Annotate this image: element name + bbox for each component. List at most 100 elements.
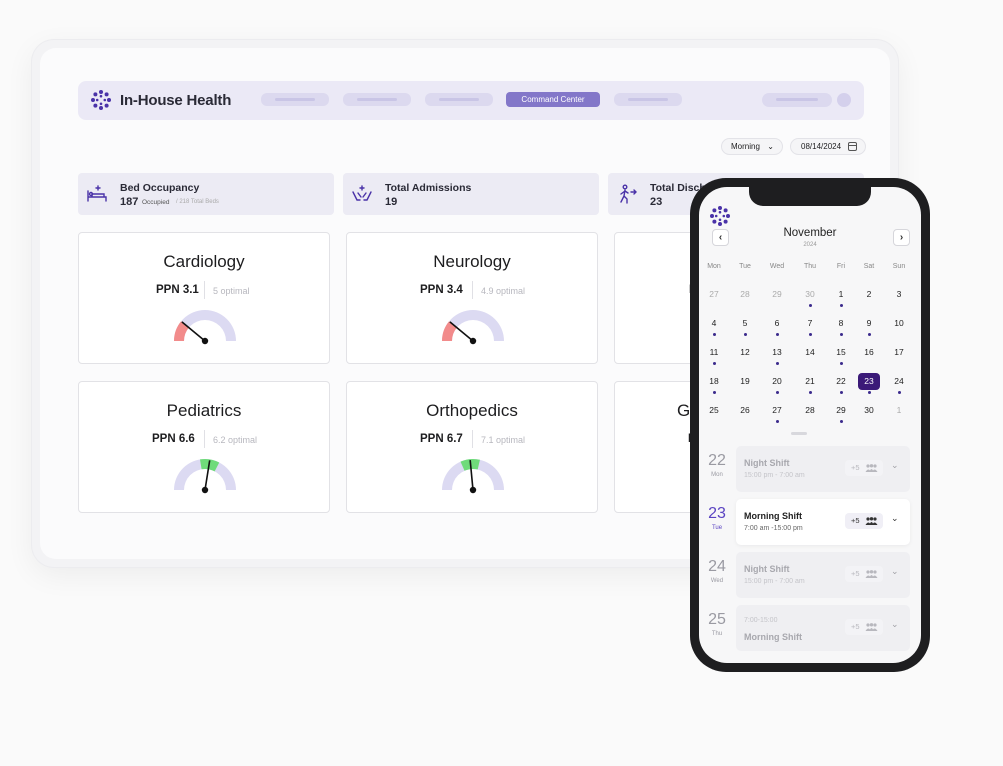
shift-title: Morning Shift [744, 632, 802, 642]
calendar-day[interactable]: 27 [709, 289, 719, 299]
ppn-value: PPN 3.4 [420, 284, 463, 296]
nav-item-2[interactable] [343, 93, 411, 106]
calendar-day[interactable]: 26 [740, 405, 750, 415]
calendar-day[interactable]: 14 [805, 347, 815, 357]
nav-item-1[interactable] [261, 93, 329, 106]
calendar-day[interactable]: 29 [836, 405, 846, 415]
avatar[interactable] [837, 93, 851, 107]
calendar-year: 2024 [803, 242, 817, 248]
calendar-day[interactable]: 13 [772, 347, 782, 357]
user-menu[interactable] [762, 93, 832, 107]
shift-title: Morning Shift [744, 511, 802, 521]
calendar-day[interactable]: 9 [866, 318, 872, 328]
calendar-day[interactable]: 16 [864, 347, 874, 357]
weekday-label: Wed [769, 263, 785, 270]
staff-count-badge[interactable]: +5 [845, 619, 883, 635]
chevron-down-icon[interactable]: ⌄ [891, 566, 899, 576]
calendar-day[interactable]: 19 [740, 376, 750, 386]
calendar-day[interactable]: 4 [711, 318, 717, 328]
calendar-day[interactable]: 11 [709, 347, 719, 357]
department-card-neurology[interactable]: Neurology PPN 3.4 4.9 optimal [346, 232, 598, 364]
calendar-icon [848, 142, 857, 151]
calendar-day[interactable]: 3 [896, 289, 902, 299]
calendar-day[interactable]: 10 [894, 318, 904, 328]
event-dot [712, 333, 716, 336]
staff-count-badge[interactable]: +5 [845, 566, 883, 582]
calendar-day[interactable]: 5 [742, 318, 748, 328]
calendar-day[interactable]: 22 [836, 376, 846, 386]
shift-row[interactable]: 24 Wed Night Shift 15:00 pm - 7:00 am +5 ⌄ [699, 552, 921, 598]
department-card-pediatrics[interactable]: Pediatrics PPN 6.6 6.2 optimal [78, 381, 330, 513]
shift-row[interactable]: 25 Thu Morning Shift 7:00-15:00 +5 ⌄ [699, 605, 921, 651]
calendar-day[interactable]: 28 [805, 405, 815, 415]
calendar-day[interactable]: 6 [774, 318, 780, 328]
optimal-value: 7.1 optimal [481, 435, 526, 445]
calendar-day[interactable]: 28 [740, 289, 750, 299]
calendar-day[interactable]: 8 [838, 318, 844, 328]
prev-month-button[interactable]: ‹ [712, 229, 729, 246]
shift-card[interactable]: Night Shift 15:00 pm - 7:00 am +5 ⌄ [736, 446, 910, 492]
divider [204, 281, 205, 299]
chevron-down-icon[interactable]: ⌄ [891, 460, 899, 470]
ppn-gauge [174, 310, 236, 345]
calendar-day[interactable]: 1 [838, 289, 844, 299]
calendar-day[interactable]: 2 [866, 289, 872, 299]
drag-handle[interactable] [791, 432, 807, 435]
shift-card[interactable]: Morning Shift 7:00 am -15:00 pm +5 ⌄ [736, 499, 910, 545]
people-icon [865, 517, 878, 525]
shift-dropdown[interactable]: Morning ⌄ [721, 138, 783, 155]
shift-card[interactable]: Morning Shift 7:00-15:00 +5 ⌄ [736, 605, 910, 651]
shift-time: 7:00 am -15:00 pm [744, 525, 803, 532]
event-dot [897, 391, 901, 394]
calendar-day[interactable]: 30 [805, 289, 815, 299]
date-picker[interactable]: 08/14/2024 [790, 138, 866, 155]
calendar-day[interactable]: 1 [896, 405, 902, 415]
calendar-day-selected[interactable]: 23 [858, 373, 880, 390]
calendar-day[interactable]: 24 [894, 376, 904, 386]
event-dot [867, 391, 871, 394]
calendar-day[interactable]: 27 [772, 405, 782, 415]
shift-row[interactable]: 23 Tue Morning Shift 7:00 am -15:00 pm +5 ⌄ [699, 499, 921, 545]
shift-card[interactable]: Night Shift 15:00 pm - 7:00 am +5 ⌄ [736, 552, 910, 598]
people-icon [865, 464, 878, 472]
calendar-day[interactable]: 21 [805, 376, 815, 386]
stat-total-admissions: Total Admissions 19 [343, 173, 599, 215]
weekday-label: Tue [739, 263, 751, 270]
calendar-day[interactable]: 30 [864, 405, 874, 415]
staff-count-badge[interactable]: +5 [845, 460, 883, 476]
nav-item-3[interactable] [425, 93, 493, 106]
walking-person-icon [620, 184, 637, 204]
ppn-value: PPN 6.7 [420, 433, 463, 445]
calendar-day[interactable]: 17 [894, 347, 904, 357]
weekday-label: Mon [707, 263, 721, 270]
nav-item-command-center[interactable]: Command Center [506, 92, 600, 107]
nav-item-5[interactable] [614, 93, 682, 106]
people-icon [865, 623, 878, 631]
calendar-day[interactable]: 29 [772, 289, 782, 299]
calendar-day[interactable]: 7 [807, 318, 813, 328]
event-dot [775, 362, 779, 365]
calendar-day[interactable]: 18 [709, 376, 719, 386]
calendar-day[interactable]: 15 [836, 347, 846, 357]
department-card-orthopedics[interactable]: Orthopedics PPN 6.7 7.1 optimal [346, 381, 598, 513]
calendar-day[interactable]: 12 [740, 347, 750, 357]
chevron-down-icon[interactable]: ⌄ [891, 513, 899, 523]
event-dot [808, 391, 812, 394]
gauge-needle [204, 460, 211, 491]
shift-row[interactable]: 22 Mon Night Shift 15:00 pm - 7:00 am +5 ⌄ [699, 446, 921, 492]
shift-day-number: 22 [708, 452, 726, 469]
next-month-button[interactable]: › [893, 229, 910, 246]
stat-sub-label: Occupied [142, 199, 170, 206]
staff-count-badge[interactable]: +5 [845, 513, 883, 529]
date-picker-value: 08/14/2024 [801, 142, 842, 151]
event-dot [775, 391, 779, 394]
calendar-day[interactable]: 25 [709, 405, 719, 415]
chevron-down-icon[interactable]: ⌄ [891, 619, 899, 629]
event-dot [839, 391, 843, 394]
hospital-bed-icon [87, 185, 107, 202]
ppn-gauge [442, 310, 504, 345]
gauge-needle [449, 321, 474, 342]
department-card-cardiology[interactable]: Cardiology PPN 3.1 5 optimal [78, 232, 330, 364]
shift-day-name: Wed [710, 578, 724, 584]
calendar-day[interactable]: 20 [772, 376, 782, 386]
